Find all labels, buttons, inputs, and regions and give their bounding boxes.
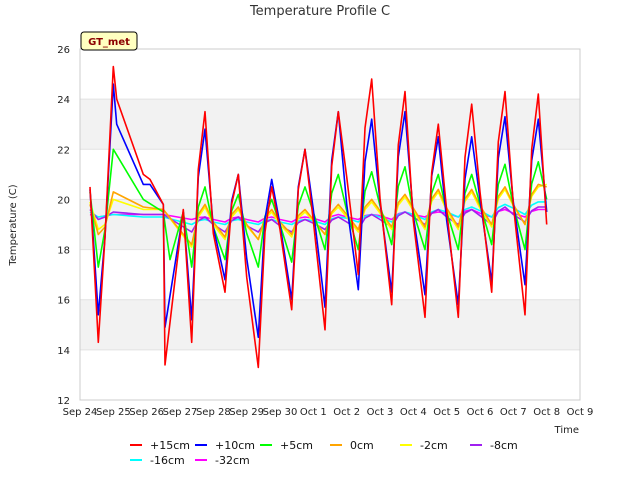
legend-label: 0cm [350, 439, 374, 452]
grid-band [80, 99, 580, 150]
legend-label: +15cm [150, 439, 190, 452]
x-tick-label: Oct 5 [433, 407, 460, 418]
x-tick-label: Oct 1 [300, 407, 327, 418]
x-tick-label: Sep 26 [129, 407, 164, 418]
legend-label: -16cm [150, 454, 185, 467]
x-tick-label: Oct 9 [567, 407, 594, 418]
x-tick-label: Sep 27 [163, 407, 198, 418]
y-tick-label: 18 [57, 246, 70, 257]
y-tick-label: 14 [57, 346, 70, 357]
plot-frame [79, 48, 581, 401]
legend-label: -2cm [420, 439, 448, 452]
x-axis-label: Time [554, 425, 579, 436]
y-tick-label: 24 [57, 95, 70, 106]
y-tick-label: 20 [57, 195, 70, 206]
y-tick-label: 22 [57, 145, 70, 156]
x-tick-label: Oct 6 [467, 407, 494, 418]
badge-label: GT_met [88, 37, 130, 48]
badge-box [80, 31, 138, 51]
chart-title: Temperature Profile C [249, 4, 390, 19]
x-tick-label: Sep 28 [196, 407, 231, 418]
series-line-2cm [89, 183, 547, 248]
series-line-0cm [89, 183, 547, 246]
legend-label: +10cm [215, 439, 255, 452]
y-tick-label: 12 [57, 396, 70, 407]
legend-label: +5cm [280, 439, 313, 452]
x-tick-label: Oct 3 [367, 407, 394, 418]
x-tick-label: Oct 4 [400, 407, 427, 418]
y-tick-label: 16 [57, 296, 70, 307]
legend-label: -32cm [215, 454, 250, 467]
x-tick-label: Oct 8 [533, 407, 560, 418]
series-line-8cm [89, 206, 547, 233]
x-tick-label: Oct 2 [333, 407, 360, 418]
series-layer [89, 65, 548, 369]
grid-band [80, 299, 580, 350]
y-axis-ticks: 12 14 16 18 20 22 24 26 [57, 45, 70, 407]
series-line-15cm [89, 65, 548, 369]
x-tick-label: Sep 30 [263, 407, 298, 418]
x-tick-label: Oct 7 [500, 407, 527, 418]
y-axis-label: Temperature (C) [8, 184, 19, 266]
x-tick-label: Sep 29 [229, 407, 264, 418]
y-tick-label: 26 [57, 45, 70, 56]
gt-met-badge: GT_met [80, 31, 138, 51]
x-tick-label: Sep 25 [96, 407, 131, 418]
legend-label: -8cm [490, 439, 518, 452]
legend: +15cm +10cm +5cm 0cm -2cm -8cm -16cm -32cm [130, 439, 518, 467]
x-tick-label: Sep 24 [63, 407, 98, 418]
